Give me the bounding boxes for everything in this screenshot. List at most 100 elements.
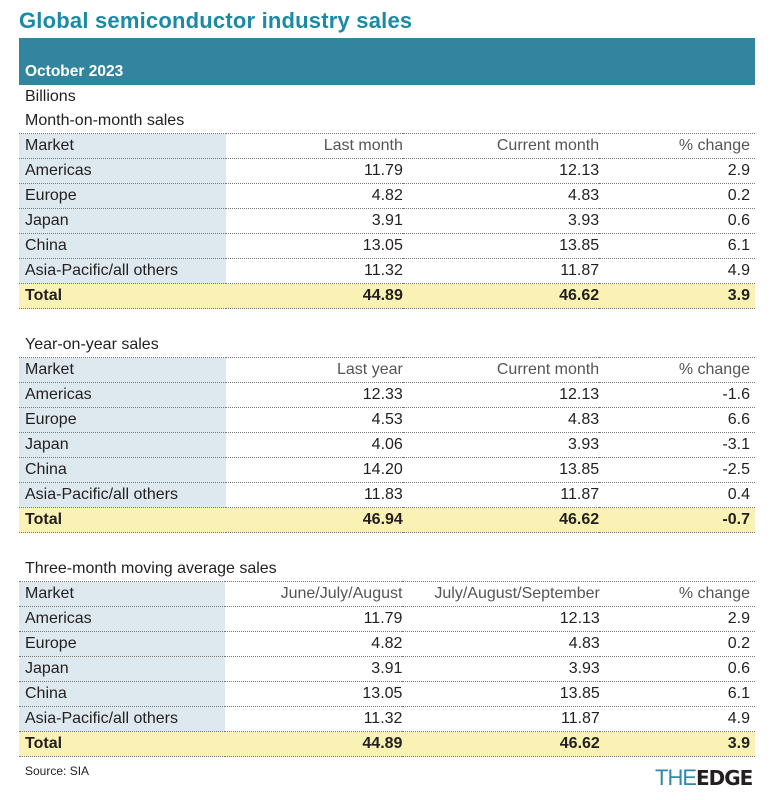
table-cell: 2.9 [599,606,755,632]
market-cell: Japan [19,432,227,458]
market-cell: China [19,233,227,259]
table-cell: 46.62 [402,507,600,533]
table-cell: 11.32 [225,706,403,732]
table-cell: 13.05 [226,233,403,259]
table-cell: 0.6 [599,656,755,682]
market-cell: Total [19,283,227,309]
table-cell: 44.89 [226,283,403,309]
table-cell: 13.85 [402,457,600,483]
the-edge-logo: THEEDGE [655,765,753,790]
table-cell: 3.91 [226,208,403,234]
period-label: October 2023 [25,63,124,80]
table-header-row: Market Last year Current month% change [19,357,755,383]
table-cell: -3.1 [599,432,755,458]
sales-table: Market June/July/August July/August/Septem… [19,581,755,757]
table-cell: -0.7 [599,507,755,533]
section-title: Three-month moving average sales [25,560,277,577]
market-cell: Americas [19,606,226,632]
table-cell: 46.62 [402,283,600,309]
table-cell: 4.53 [226,407,403,433]
table-cell: 4.9 [599,258,755,284]
table-cell: 4.9 [599,706,755,732]
table-row: Europe 4.82 4.83 0.2 [19,631,755,657]
column-header: % change [599,357,755,383]
table-cell: 14.20 [226,457,403,483]
table-cell: 46.94 [226,507,403,533]
table-row: China 13.05 13.85 6.1 [19,233,755,259]
page-title: Global semiconductor industry sales [19,8,413,33]
table-cell: 0.2 [599,631,755,657]
table-cell: 13.85 [402,233,600,259]
total-row: Total 44.89 46.62 3.9 [19,731,755,757]
table-cell: 12.13 [402,382,600,408]
table-cell: 3.9 [599,731,755,757]
period-band: October 2023 [19,38,755,85]
table-cell: 11.87 [402,258,600,284]
table-cell: 3.9 [599,283,755,309]
table-cell: 12.13 [402,606,600,632]
table-cell: 3.91 [225,656,403,682]
market-cell: Total [19,507,227,533]
sales-section: Month-on-month sales Market Last month Curr… [19,108,755,309]
table-cell: 44.89 [225,731,403,757]
market-cell: Asia-Pacific/all others [19,482,227,508]
total-row: Total 46.94 46.62 -0.7 [19,507,755,533]
market-cell: China [19,457,227,483]
table-cell: 11.87 [402,482,600,508]
table-row: Asia-Pacific/all others 11.32 11.87 4.9 [19,258,755,284]
column-header: Current month [402,133,600,159]
market-cell: Europe [19,631,226,657]
table-cell: -2.5 [599,457,755,483]
column-header: Market [19,133,227,159]
table-cell: 11.79 [225,606,403,632]
unit-label: Billions [25,88,76,105]
table-row: Japan 4.06 3.93 -3.1 [19,432,755,458]
section-title: Month-on-month sales [25,112,185,129]
table-row: Asia-Pacific/all others 11.32 11.87 4.9 [19,706,755,732]
market-cell: Japan [19,656,226,682]
column-header: % change [599,133,755,159]
section-title: Year-on-year sales [25,336,159,353]
market-cell: China [19,681,226,707]
sales-section: Year-on-year sales Market Last year Current… [19,332,755,533]
sales-table: Market Last month Current month% change Ame… [19,133,755,309]
table-cell: 11.32 [226,258,403,284]
column-header: June/July/August [225,581,403,607]
table-row: Americas 11.79 12.13 2.9 [19,158,755,184]
table-cell: 4.82 [225,631,403,657]
table-row: Europe 4.53 4.83 6.6 [19,407,755,433]
table-cell: 11.87 [402,706,600,732]
source-note: Source: SIA [25,764,90,778]
table-row: Americas 11.79 12.13 2.9 [19,606,755,632]
market-cell: Japan [19,208,227,234]
table-cell: 13.05 [225,681,403,707]
table-cell: 3.93 [402,656,600,682]
table-cell: 46.62 [402,731,600,757]
total-row: Total 44.89 46.62 3.9 [19,283,755,309]
table-row: Europe 4.82 4.83 0.2 [19,183,755,209]
table-cell: 12.33 [226,382,403,408]
table-cell: 4.83 [402,631,600,657]
table-row: Japan 3.91 3.93 0.6 [19,208,755,234]
market-cell: Asia-Pacific/all others [19,706,226,732]
sales-table: Market Last year Current month% change Amer… [19,357,755,533]
table-cell: 3.93 [402,432,600,458]
table-row: Americas 12.33 12.13 -1.6 [19,382,755,408]
market-cell: Americas [19,158,227,184]
market-cell: Europe [19,183,227,209]
table-cell: -1.6 [599,382,755,408]
table-header-row: Market June/July/August July/August/Septem… [19,581,755,607]
table-cell: 12.13 [402,158,600,184]
table-row: China 14.20 13.85 -2.5 [19,457,755,483]
table-cell: 6.1 [599,681,755,707]
table-row: China 13.05 13.85 6.1 [19,681,755,707]
table-cell: 4.83 [402,407,600,433]
table-cell: 4.82 [226,183,403,209]
market-cell: Total [19,731,226,757]
column-header: % change [599,581,755,607]
market-cell: Asia-Pacific/all others [19,258,227,284]
table-cell: 6.1 [599,233,755,259]
table-cell: 11.83 [226,482,403,508]
market-cell: Americas [19,382,227,408]
